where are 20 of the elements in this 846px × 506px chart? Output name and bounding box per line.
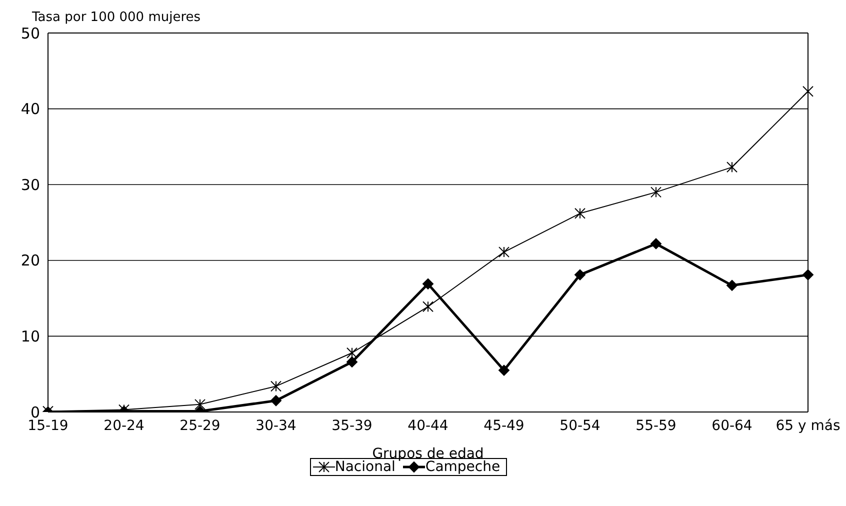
y-tick-label: 20 [20, 252, 40, 270]
legend-label: Campeche [425, 459, 500, 475]
y-tick-label: 30 [20, 176, 40, 194]
x-tick-label: 40-44 [408, 418, 448, 434]
x-axis-title: Grupos de edad [372, 446, 484, 462]
x-tick-label: 25-29 [180, 418, 220, 434]
x-tick-label: 50-54 [560, 418, 600, 434]
x-tick-label: 45-49 [484, 418, 524, 434]
y-axis-title: Tasa por 100 000 mujeres [32, 10, 201, 25]
y-tick-label: 10 [20, 328, 40, 346]
x-tick-label: 30-34 [256, 418, 296, 434]
x-tick-label: 20-24 [104, 418, 144, 434]
y-tick-label: 50 [20, 24, 40, 42]
y-tick-label: 40 [20, 100, 40, 118]
x-tick-label: 60-64 [712, 418, 752, 434]
x-tick-label: 15-19 [28, 418, 68, 434]
legend-label: Nacional [334, 459, 396, 475]
x-tick-label: 65 y más [776, 418, 840, 434]
x-tick-label: 55-59 [636, 418, 676, 434]
x-tick-label: 35-39 [332, 418, 372, 434]
